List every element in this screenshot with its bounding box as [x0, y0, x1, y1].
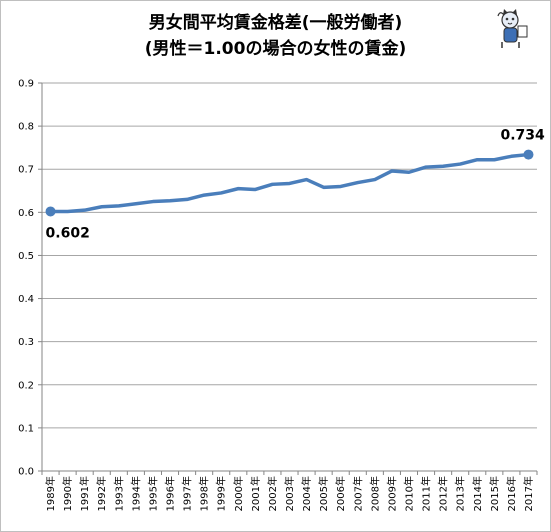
data-label: 0.734	[500, 128, 545, 144]
gridlines	[42, 82, 537, 429]
x-tick-label: 2003年	[283, 476, 296, 511]
x-tick-label: 1996年	[164, 476, 177, 511]
x-tick-label: 2009年	[385, 476, 398, 511]
x-tick-label: 1997年	[181, 476, 194, 511]
x-tick-label: 2010年	[402, 476, 415, 511]
x-tick-labels: 1989年 1990年 1991年 1992年 1993年 1994年 1995年 1996年…	[44, 476, 535, 511]
axes	[38, 82, 538, 475]
x-tick-label: 1991年	[78, 476, 91, 511]
x-tick-label: 2004年	[300, 476, 313, 511]
series-wage-ratio	[45, 149, 534, 217]
x-tick-label: 2014年	[471, 476, 484, 511]
x-tick-label: 2011年	[420, 476, 433, 511]
y-tick-label: 0.8	[18, 122, 34, 133]
y-tick-label: 0.4	[18, 294, 34, 305]
x-tick-label: 2017年	[522, 476, 535, 511]
x-tick-label: 2016年	[505, 476, 518, 511]
x-tick-label: 1993年	[112, 476, 125, 511]
x-tick-label: 2012年	[437, 476, 450, 511]
x-tick-label: 2013年	[454, 476, 467, 511]
x-tick-label: 1998年	[198, 476, 211, 511]
x-tick-label: 2001年	[249, 476, 262, 511]
x-tick-label: 1999年	[215, 476, 228, 511]
chart-title-line1: 男女間平均賃金格差(一般労働者)	[148, 13, 403, 33]
x-tick-label: 1989年	[44, 476, 57, 511]
x-tick-label: 1994年	[129, 476, 142, 511]
data-point-marker	[523, 149, 534, 160]
y-tick-labels: 0.0 0.1 0.2 0.3 0.4 0.5 0.6 0.7 0.8 0.9	[18, 79, 34, 478]
data-labels: 0.602 0.734	[46, 128, 545, 242]
x-tick-label: 2008年	[368, 476, 381, 511]
y-tick-label: 0.6	[18, 208, 34, 219]
cat-mascot-icon	[490, 6, 534, 54]
y-tick-label: 0.0	[18, 467, 34, 478]
x-tick-label: 2015年	[488, 476, 501, 511]
chart-title-line2: (男性＝1.00の場合の女性の賃金)	[144, 39, 407, 59]
y-tick-label: 0.2	[18, 380, 34, 391]
data-point-marker	[45, 206, 56, 217]
y-tick-label: 0.7	[18, 165, 34, 176]
y-tick-label: 0.5	[18, 251, 34, 262]
x-tick-label: 2005年	[317, 476, 330, 511]
chart-title: 男女間平均賃金格差(一般労働者) (男性＝1.00の場合の女性の賃金)	[0, 10, 551, 62]
x-tick-label: 1995年	[146, 476, 159, 511]
data-label: 0.602	[46, 225, 90, 241]
x-tick-label: 2006年	[334, 476, 347, 511]
x-tick-label: 1992年	[95, 476, 108, 511]
y-tick-label: 0.3	[18, 337, 34, 348]
y-tick-label: 0.9	[18, 79, 34, 90]
series-line	[48, 152, 531, 214]
x-tick-label: 2000年	[232, 476, 245, 511]
y-tick-label: 0.1	[18, 423, 34, 434]
x-tick-label: 2007年	[351, 476, 364, 511]
x-tick-label: 2002年	[266, 476, 279, 511]
x-tick-label: 1990年	[61, 476, 74, 511]
